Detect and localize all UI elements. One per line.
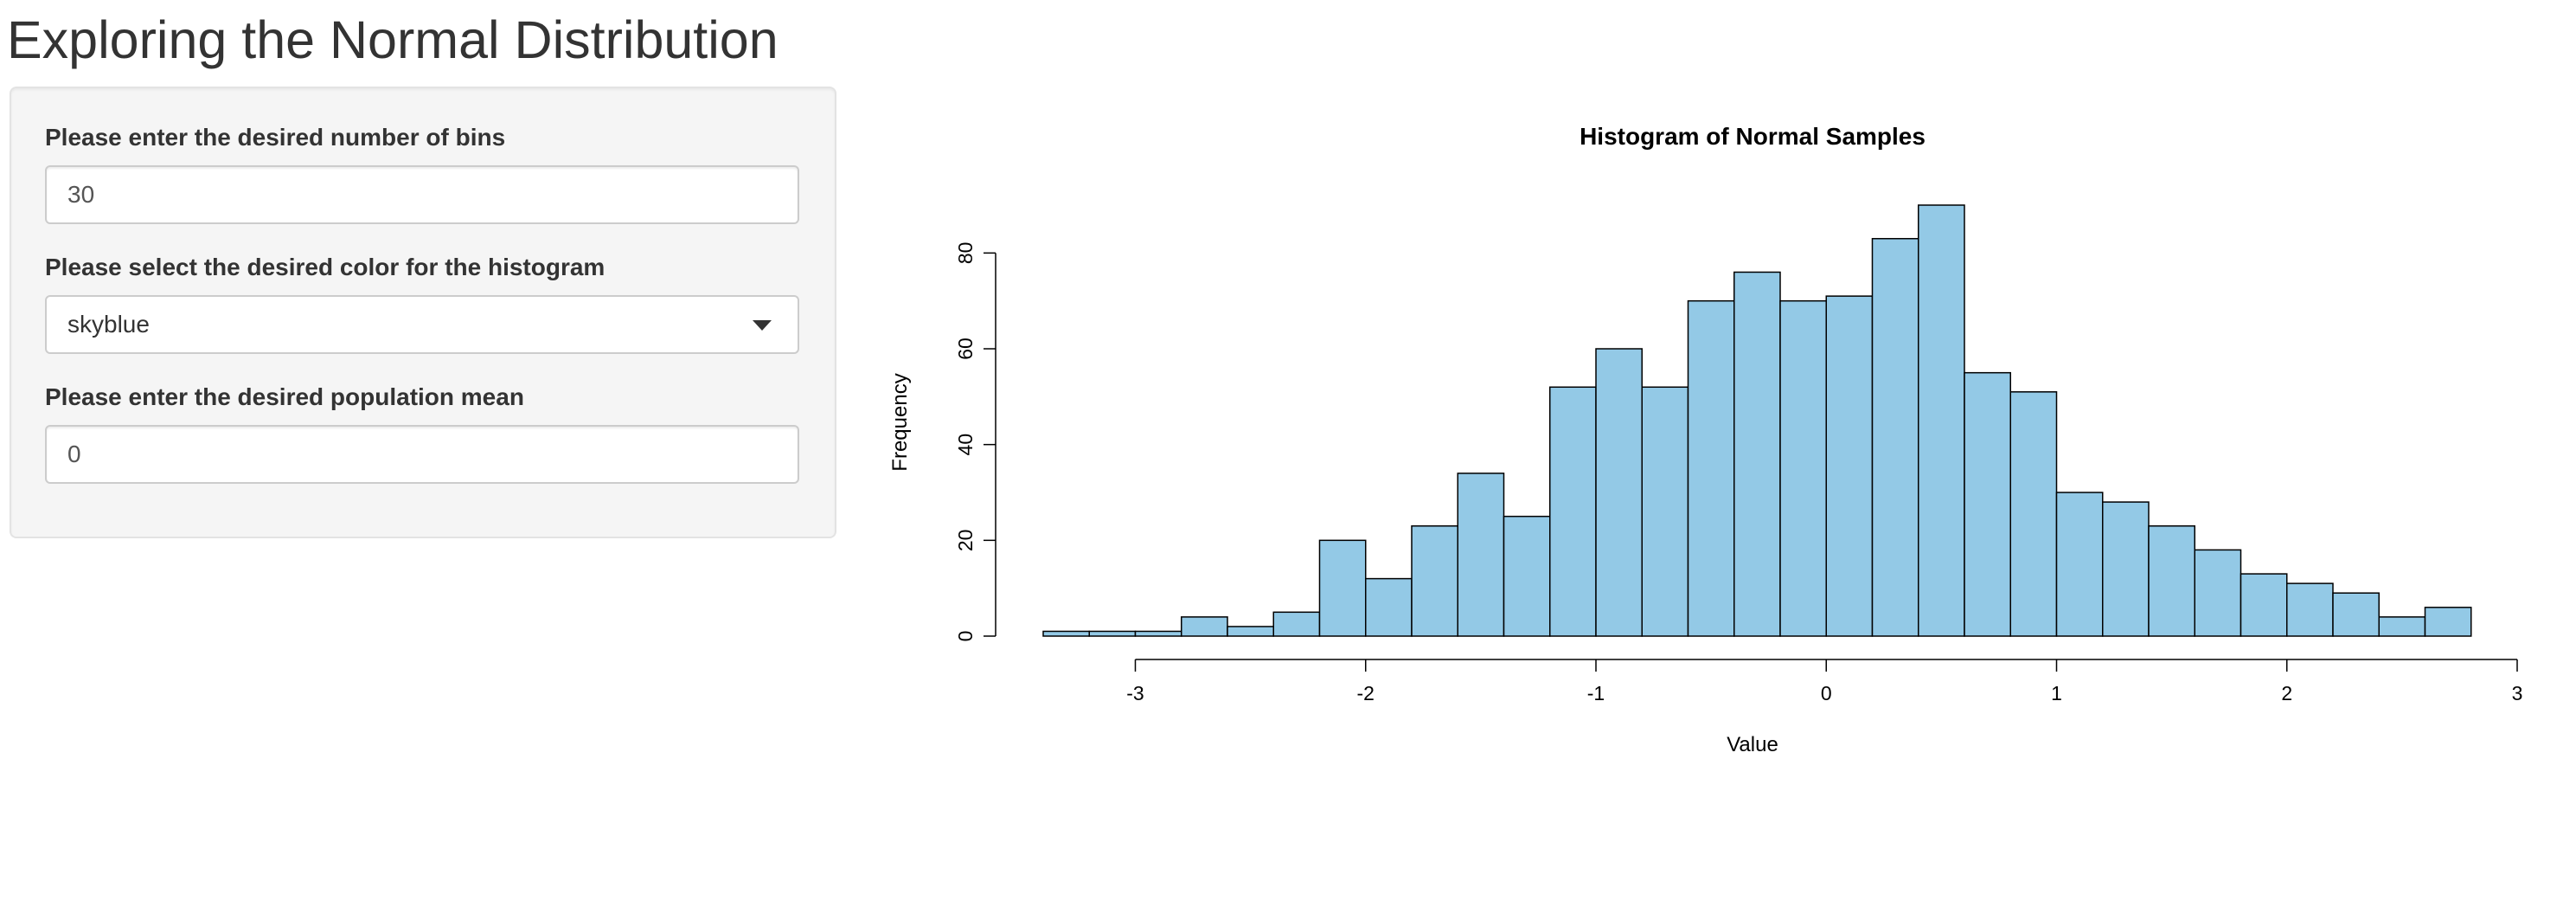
bins-input[interactable] [45,165,799,224]
histogram-bar [2378,616,2426,637]
histogram-bar [1733,271,1781,637]
histogram-bar [2424,607,2472,637]
x-tick-label: 2 [2281,682,2292,704]
histogram-bar [1503,515,1551,637]
color-label: Please select the desired color for the … [45,254,606,280]
histogram-bar [1088,630,1137,637]
y-axis: 0 20 40 60 80 [954,242,996,642]
histogram-bar [2194,549,2242,637]
x-tick-label: -1 [1587,682,1605,704]
histogram-bar [1227,626,1274,637]
x-tick-label: -3 [1126,682,1144,704]
histogram-bar [2102,501,2150,637]
x-axis-label: Value [1727,733,1778,756]
bins-label: Please enter the desired number of bins [45,124,506,151]
chart-title: Histogram of Normal Samples [1580,123,1926,150]
histogram-bar [2055,492,2104,637]
histogram-plot: Histogram of Normal Samples Value Freque… [865,87,2569,796]
histogram-bar [1825,295,1874,637]
mean-input[interactable] [45,425,799,484]
y-tick-label: 40 [954,434,977,456]
histogram-bar [2332,592,2380,637]
mean-label: Please enter the desired population mean [45,383,524,410]
x-axis: -3 -2 -1 0 1 2 3 [1126,659,2522,704]
histogram-bar [1365,577,1413,637]
histogram-bar [1457,473,1505,637]
color-select[interactable]: skyblue [45,295,799,354]
y-tick-label: 0 [954,631,977,642]
histogram-bar [1042,630,1090,637]
histogram-bar [1871,237,1919,637]
histogram-bar [2148,524,2195,637]
histogram-bar [1134,630,1182,637]
histogram-bar [2286,582,2334,637]
x-tick-label: 0 [1821,682,1832,704]
histogram-bar [1779,299,1827,637]
y-axis-label: Frequency [888,373,912,471]
histogram-svg: Histogram of Normal Samples Value Freque… [888,123,2522,756]
histogram-bar [1595,348,1643,637]
y-tick-label: 20 [954,530,977,552]
x-tick-label: -2 [1357,682,1375,704]
histogram-bar [1918,204,1965,637]
y-tick-label: 80 [954,242,977,265]
histogram-bar [2009,391,2058,637]
histogram-bars [1042,204,2472,637]
x-tick-label: 1 [2051,682,2062,704]
histogram-bar [1411,524,1458,637]
histogram-bar [1687,299,1735,637]
app-title: Exploring the Normal Distribution [7,10,779,69]
histogram-bar [2240,573,2288,637]
histogram-bar [1272,611,1321,637]
color-select-value: skyblue [67,311,150,338]
histogram-bar [1641,386,1689,637]
histogram-bar [1549,386,1597,637]
histogram-bar [1318,539,1367,637]
histogram-bar [1181,616,1228,637]
x-tick-label: 3 [2512,682,2523,704]
caret-down-icon [753,320,772,331]
histogram-bar [1964,371,2011,637]
sidebar-panel: Please enter the desired number of bins … [10,87,836,538]
y-tick-label: 60 [954,338,977,360]
